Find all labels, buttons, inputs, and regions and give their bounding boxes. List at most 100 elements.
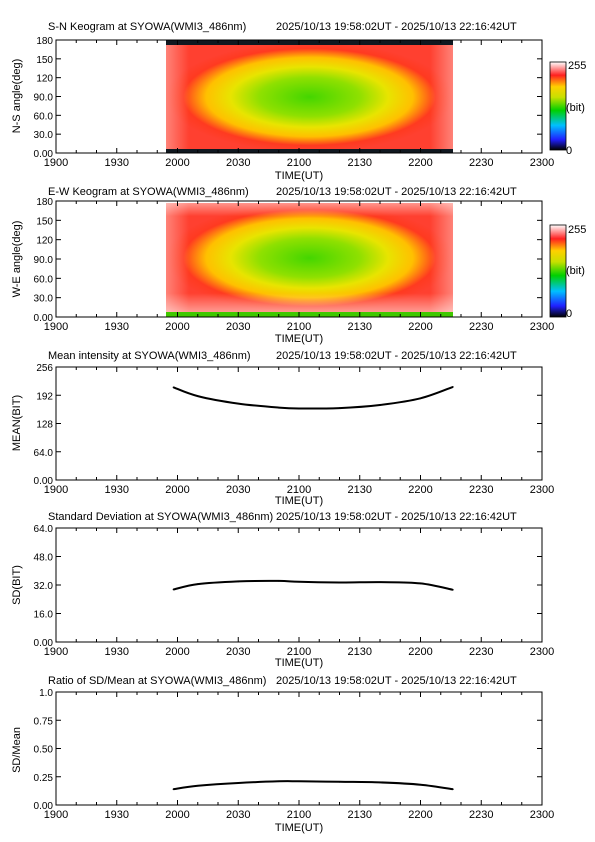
data-point — [419, 783, 422, 786]
y-tick-label: 30.0 — [34, 294, 54, 305]
x-tick-label: 2230 — [469, 321, 493, 333]
x-tick-label: 2200 — [408, 484, 432, 496]
y-axis-label: SD/Mean — [11, 727, 23, 773]
panel-title: Ratio of SD/Mean at SYOWA(WMI3_486nm) — [48, 675, 266, 687]
x-tick-label: 1900 — [44, 484, 68, 496]
data-point — [277, 780, 280, 783]
panel-ratio-sd-mean: Ratio of SD/Mean at SYOWA(WMI3_486nm) 20… — [11, 675, 554, 834]
data-point — [298, 780, 300, 783]
data-point — [172, 386, 175, 389]
x-tick-label: 2300 — [530, 321, 554, 333]
data-point — [172, 788, 175, 790]
series-line-group — [172, 385, 454, 410]
x-axis-ticks: 1900 1930 2000 2030 2100 2130 2200 2230 2300 — [44, 692, 554, 821]
y-tick-label: 64.0 — [34, 524, 54, 535]
y-tick-label: 0.00 — [34, 313, 54, 324]
colorbar-unit-label: (bit) — [566, 265, 585, 277]
heatmap-vertical-fade — [166, 203, 453, 313]
panel-title: Standard Deviation at SYOWA(WMI3_486nm) — [48, 511, 273, 523]
heatmap — [166, 40, 453, 153]
heatmap-bottom-dark-band — [166, 149, 453, 153]
y-tick-label: 60.0 — [34, 111, 54, 122]
x-tick-label: 2230 — [469, 157, 493, 169]
x-tick-label: 2000 — [165, 809, 189, 821]
colorbar-min-label: 0 — [566, 145, 572, 157]
y-tick-label: 120 — [36, 236, 53, 247]
x-tick-label: 2100 — [287, 809, 311, 821]
y-tick-label: 150 — [36, 216, 53, 227]
x-axis-label: TIME(UT) — [275, 495, 323, 507]
x-tick-label: 1930 — [105, 321, 129, 333]
y-tick-label: 32.0 — [34, 581, 54, 592]
x-tick-label: 2200 — [408, 809, 432, 821]
y-tick-label: 180 — [36, 197, 53, 208]
panel-title: S-N Keogram at SYOWA(WMI3_486nm) — [48, 21, 246, 33]
data-point — [277, 580, 280, 582]
x-axis-label: TIME(UT) — [275, 333, 323, 345]
y-tick-label: 180 — [36, 36, 53, 47]
y-axis-ticks: 64.0 48.0 32.0 16.0 0.00 — [34, 524, 542, 649]
x-axis-ticks: 1900 1930 2000 2030 2100 2130 2200 2230 2300 — [44, 528, 554, 658]
y-tick-label: 0.00 — [34, 801, 54, 812]
y-tick-label: 48.0 — [34, 553, 54, 564]
x-tick-label: 2130 — [348, 321, 372, 333]
x-tick-label: 2300 — [530, 646, 554, 658]
y-tick-label: 90.0 — [34, 93, 54, 104]
panel-mean-intensity: Mean intensity at SYOWA(WMI3_486nm) 2025… — [11, 350, 554, 507]
data-point — [196, 583, 199, 585]
x-axis-ticks: 1900 1930 2000 2030 2100 2130 2200 2230 2300 — [44, 201, 554, 333]
data-point — [452, 589, 454, 591]
x-tick-label: 2300 — [530, 809, 554, 821]
y-tick-label: 0.00 — [34, 476, 54, 487]
x-axis-ticks: 1900 1930 2000 2030 2100 2130 2200 2230 2300 — [44, 40, 554, 169]
y-axis-label: SD(BIT) — [11, 565, 23, 605]
panel-sn-keogram: S-N Keogram at SYOWA(WMI3_486nm) 2025/10… — [11, 21, 586, 182]
colorbar-max-label: 255 — [568, 224, 586, 236]
x-tick-label: 2300 — [530, 157, 554, 169]
heatmap-edge-fade — [166, 42, 453, 152]
data-point — [298, 580, 300, 583]
x-tick-label: 2130 — [348, 484, 372, 496]
data-point — [277, 406, 280, 409]
series-line-group — [172, 579, 454, 591]
y-tick-label: 0.00 — [34, 149, 54, 160]
y-tick-label: 30.0 — [34, 130, 54, 141]
x-tick-label: 2030 — [226, 484, 250, 496]
panel-ew-keogram: E-W Keogram at SYOWA(WMI3_486nm) 2025/10… — [11, 186, 586, 345]
x-tick-label: 2000 — [165, 484, 189, 496]
panel-standard-deviation: Standard Deviation at SYOWA(WMI3_486nm) … — [11, 511, 554, 669]
x-tick-label: 2000 — [165, 646, 189, 658]
x-tick-label: 1900 — [44, 321, 68, 333]
y-tick-label: 256 — [36, 363, 53, 374]
panel-time-range: 2025/10/13 19:58:02UT - 2025/10/13 22:16… — [276, 511, 517, 523]
data-point — [338, 781, 341, 783]
plot-frame — [55, 366, 543, 481]
x-tick-label: 1900 — [44, 809, 68, 821]
y-tick-label: 1.0 — [39, 688, 53, 699]
colorbar: 255 (bit) 0 — [549, 60, 586, 157]
x-tick-label: 2000 — [165, 321, 189, 333]
y-tick-label: 90.0 — [34, 255, 54, 266]
x-axis-ticks: 1900 1930 2000 2030 2100 2130 2200 2230 2300 — [44, 367, 554, 496]
y-tick-label: 150 — [36, 55, 53, 66]
series-line — [173, 579, 454, 591]
panel-time-range: 2025/10/13 19:58:02UT - 2025/10/13 22:16… — [276, 675, 517, 687]
heatmap-bottom-green-band — [166, 312, 453, 317]
plot-frame — [55, 691, 543, 806]
series-line — [173, 780, 454, 791]
x-tick-label: 2100 — [287, 321, 311, 333]
panel-time-range: 2025/10/13 19:58:02UT - 2025/10/13 22:16… — [276, 21, 517, 33]
x-tick-label: 2030 — [226, 157, 250, 169]
data-point — [237, 402, 240, 405]
x-tick-label: 2130 — [348, 157, 372, 169]
x-tick-label: 2230 — [469, 809, 493, 821]
x-axis-label: TIME(UT) — [275, 170, 323, 182]
y-tick-label: 0.75 — [34, 716, 54, 727]
x-tick-label: 1900 — [44, 157, 68, 169]
heatmap — [166, 203, 453, 317]
y-tick-label: 0.25 — [34, 773, 54, 784]
panel-time-range: 2025/10/13 19:58:02UT - 2025/10/13 22:16… — [276, 350, 517, 362]
heatmap-top-dark-band — [166, 40, 453, 45]
data-point — [237, 782, 240, 784]
